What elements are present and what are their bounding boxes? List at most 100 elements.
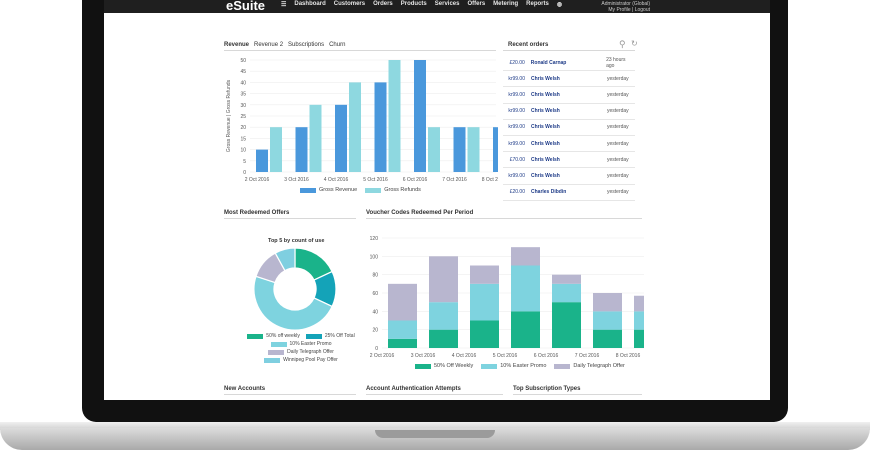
recent-orders-title: Recent orders: [508, 42, 549, 48]
stacked-bar-segment: [634, 311, 644, 330]
order-amount: £70.00: [509, 156, 525, 163]
stacked-bar-segment: [511, 265, 540, 312]
order-customer-link[interactable]: Chris Welsh: [531, 156, 560, 163]
bar-gross-refunds: [467, 127, 480, 172]
legend-50-off-weekly[interactable]: 50% Off Weekly: [415, 363, 473, 369]
legend-label: 25% Off Total: [324, 333, 355, 339]
y-tick-label: 40: [240, 80, 246, 86]
legend-item[interactable]: 10% Easter Promo: [270, 341, 332, 347]
x-tick-label: 5 Oct 2016: [493, 353, 518, 359]
order-row[interactable]: kr99.00 Chris Welsh yesterday: [503, 104, 635, 120]
legend-item[interactable]: Winnipeg Pool Pay Offer: [264, 357, 338, 363]
order-customer-link[interactable]: Chris Welsh: [531, 124, 560, 131]
stacked-bar-segment: [429, 329, 458, 348]
tab-revenue[interactable]: Revenue: [224, 42, 250, 48]
voucher-codes-title: Voucher Codes Redeemed Per Period: [366, 210, 474, 216]
order-row[interactable]: kr99.00 Chris Welsh yesterday: [503, 136, 635, 153]
search-icon[interactable]: ⚲: [619, 39, 626, 49]
order-row[interactable]: kr99.00 Chris Welsh yesterday: [503, 71, 635, 88]
stacked-bar-segment: [552, 274, 581, 284]
stacked-bar-segment: [552, 283, 581, 303]
legend-item[interactable]: 25% Off Total: [305, 333, 355, 339]
globe-icon[interactable]: ◍: [556, 2, 563, 8]
order-row[interactable]: £20.00 Charles Dibdin yesterday: [503, 185, 635, 201]
bar-gross-revenue: [414, 60, 426, 172]
y-tick-label: 100: [370, 254, 379, 260]
nav-offers[interactable]: Offers: [467, 1, 486, 7]
y-tick-label: 0: [243, 170, 246, 176]
order-row[interactable]: £20.00 Ronald Carnap 23 hours ago: [503, 55, 635, 72]
order-customer-link[interactable]: Charles Dibdin: [531, 189, 567, 196]
y-tick-label: 5: [243, 159, 246, 165]
stacked-bar-segment: [388, 338, 417, 348]
order-time: yesterday: [607, 91, 629, 98]
order-customer-link[interactable]: Chris Welsh: [531, 108, 560, 115]
user-links[interactable]: My Profile | Logout: [608, 7, 650, 13]
y-tick-label: 20: [240, 125, 246, 131]
order-amount: kr99.00: [508, 124, 525, 131]
legend-swatch: [264, 357, 281, 363]
nav-reports[interactable]: Reports: [526, 1, 549, 7]
x-tick-label: 4 Oct 2016: [452, 353, 477, 359]
legend-gross-refunds[interactable]: Gross Refunds: [365, 187, 421, 193]
order-row[interactable]: kr99.00 Chris Welsh yesterday: [503, 120, 635, 136]
legend-daily-telegraph[interactable]: Daily Telegraph Offer: [554, 363, 625, 369]
offers-legend: 50% off weekly 25% Off Total 10% Easter Pr…: [236, 333, 366, 365]
order-row[interactable]: £70.00 Chris Welsh yesterday: [503, 152, 635, 169]
order-customer-link[interactable]: Chris Welsh: [531, 140, 560, 147]
x-tick-label: 7 Oct 2016: [575, 353, 600, 359]
y-tick-label: 80: [372, 273, 378, 279]
order-time: yesterday: [607, 172, 629, 179]
bottom-divider-3: [513, 394, 642, 395]
nav-dashboard[interactable]: Dashboard: [294, 1, 326, 7]
legend-swatch: [247, 333, 264, 339]
stacked-bar-segment: [388, 283, 417, 321]
nav-orders[interactable]: Orders: [373, 1, 393, 7]
stacked-bar-segment: [429, 256, 458, 303]
nav-products[interactable]: Products: [400, 1, 427, 7]
x-tick-label: 2 Oct 2016: [245, 177, 270, 183]
stacked-bar-segment: [593, 329, 622, 348]
user-menu: Administrator (Global) My Profile | Logo…: [601, 1, 650, 13]
legend-label: 50% off weekly: [266, 333, 300, 339]
order-customer-link[interactable]: Chris Welsh: [531, 172, 560, 179]
legend-swatch: [300, 187, 316, 193]
top-subscription-types-title: Top Subscription Types: [513, 386, 581, 392]
revenue-bar-chart: 0 5 10 15 20 25 30 35 40 45 50 Gross Revenue | Gros…: [226, 58, 498, 183]
nav-services[interactable]: Services: [434, 1, 460, 7]
tab-subscriptions[interactable]: Subscriptions: [288, 42, 325, 48]
nav-customers[interactable]: Customers: [333, 1, 366, 7]
bottom-divider-1: [224, 394, 356, 395]
tab-revenue-2[interactable]: Revenue 2: [254, 42, 284, 48]
legend-item[interactable]: Daily Telegraph Offer: [268, 349, 334, 355]
voucher-legend: 50% Off Weekly 10% Easter Promo Daily Te…: [415, 363, 625, 369]
laptop-base: [0, 428, 870, 450]
revenue-tabs: Revenue Revenue 2 Subscriptions Churn: [224, 42, 345, 48]
order-row[interactable]: kr99.00 Chris Welsh yesterday: [503, 87, 635, 104]
x-tick-label: 2 Oct 2016: [370, 353, 395, 359]
order-customer-link[interactable]: Ronald Carnap: [530, 59, 567, 66]
order-customer-link[interactable]: Chris Welsh: [531, 75, 560, 82]
order-customer-link[interactable]: Chris Welsh: [531, 91, 560, 98]
bar-gross-refunds: [388, 60, 401, 172]
legend-swatch: [554, 363, 571, 369]
auth-attempts-title: Account Authentication Attempts: [366, 386, 461, 392]
app-logo[interactable]: eSuite: [226, 0, 266, 13]
y-tick-label: 15: [240, 136, 246, 142]
orders-divider: [503, 50, 635, 51]
refresh-icon[interactable]: ↻: [631, 39, 638, 48]
legend-swatch: [305, 333, 322, 339]
order-row[interactable]: kr99.00 Chris Welsh yesterday: [503, 168, 635, 185]
legend-label: 10% Easter Promo: [289, 341, 332, 347]
nav-metering[interactable]: Metering: [493, 1, 519, 7]
menu-icon[interactable]: ☰: [281, 2, 287, 8]
legend-10-easter-promo[interactable]: 10% Easter Promo: [481, 363, 546, 369]
donut-slice: [274, 247, 296, 272]
y-tick-label: 45: [240, 69, 246, 75]
stacked-bar-segment: [593, 293, 622, 312]
y-tick-label: 20: [372, 328, 378, 334]
order-time: 23 hours ago: [606, 56, 626, 69]
legend-item[interactable]: 50% off weekly: [247, 333, 300, 339]
legend-gross-revenue[interactable]: Gross Revenue: [300, 187, 357, 193]
tab-churn[interactable]: Churn: [329, 42, 346, 48]
